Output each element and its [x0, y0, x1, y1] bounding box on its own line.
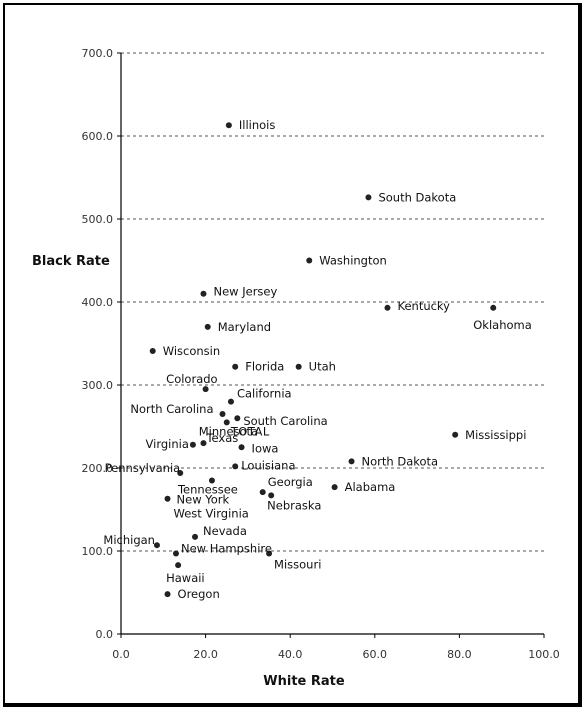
point-label: Michigan [103, 533, 155, 547]
data-point [172, 550, 179, 557]
data-point [177, 469, 184, 476]
point-label: Illinois [239, 118, 275, 132]
point-label: Colorado [166, 372, 217, 386]
point-label: New Jersey [213, 285, 277, 299]
data-point [295, 363, 302, 370]
point-label: Virginia [146, 437, 189, 451]
point-label: Pennsylvania [105, 461, 181, 475]
y-tick-label: 500.0 [82, 213, 114, 226]
point-labels: Illinois South Dakota Washington New Jersey… [103, 118, 531, 601]
point-label: Texas [205, 431, 238, 445]
y-tick-label: 100.0 [82, 545, 114, 558]
point-label: Nevada [203, 524, 247, 538]
data-point [268, 492, 275, 499]
x-tick-label: 40.0 [278, 648, 303, 661]
data-point [225, 122, 232, 129]
data-point [232, 363, 239, 370]
data-point [208, 477, 215, 484]
x-axis-title: White Rate [263, 674, 345, 689]
point-label: Iowa [252, 441, 279, 455]
axes [117, 52, 545, 638]
data-point [204, 323, 211, 330]
data-point [490, 304, 497, 311]
point-label: Maryland [218, 320, 271, 334]
point-label: TOTAL [230, 424, 270, 438]
data-point [192, 533, 199, 540]
point-label: Oklahoma [473, 318, 532, 332]
x-tick-label: 60.0 [363, 648, 388, 661]
point-label: Florida [245, 360, 284, 374]
data-point [234, 415, 241, 422]
y-axis-title: Black Rate [32, 254, 110, 269]
y-tick-label: 600.0 [82, 130, 114, 143]
point-label: Hawaii [166, 571, 205, 585]
data-points [149, 122, 497, 598]
data-point [238, 444, 245, 451]
data-point [153, 542, 160, 549]
point-label: Louisiana [241, 458, 295, 472]
point-label: Kentucky [397, 299, 450, 313]
y-tick-label: 400.0 [82, 296, 114, 309]
data-point [348, 458, 355, 465]
data-point [149, 347, 156, 354]
point-label: Missouri [274, 557, 321, 571]
point-label: South Dakota [378, 190, 456, 204]
data-point [175, 562, 182, 569]
data-point [232, 463, 239, 470]
point-label: Minnesota [199, 424, 258, 438]
x-tick-label: 80.0 [447, 648, 472, 661]
point-label: New York [177, 493, 230, 507]
data-point [384, 304, 391, 311]
y-tick-label: 700.0 [82, 47, 114, 60]
gridlines [121, 52, 544, 552]
y-tick-labels: 0.0 100.0 200.0 300.0 400.0 500.0 600.0 700.0 [82, 47, 114, 641]
data-point [164, 495, 171, 502]
point-label: Washington [319, 254, 387, 268]
point-label: Nebraska [267, 498, 321, 512]
x-tick-label: 20.0 [193, 648, 218, 661]
point-label: North Carolina [130, 402, 213, 416]
point-label: Oregon [178, 587, 220, 601]
data-point [200, 440, 207, 447]
y-tick-label: 0.0 [96, 628, 114, 641]
y-tick-label: 300.0 [82, 379, 114, 392]
chart-frame [3, 3, 582, 707]
data-point [259, 489, 266, 496]
point-label: Alabama [345, 480, 396, 494]
x-tick-label: 0.0 [112, 648, 130, 661]
data-point [306, 257, 313, 264]
point-label: Mississippi [465, 428, 526, 442]
data-point [227, 398, 234, 405]
data-point [219, 411, 226, 418]
data-point [331, 484, 338, 491]
data-point [202, 386, 209, 393]
data-point [223, 419, 230, 426]
point-label: South Carolina [243, 414, 327, 428]
point-label: West Virginia [174, 507, 249, 521]
data-point [189, 441, 196, 448]
point-label: North Dakota [362, 454, 439, 468]
point-label: New Hampshire [181, 541, 272, 555]
x-tick-labels: 0.0 20.0 40.0 60.0 80.0 100.0 [112, 648, 560, 661]
point-label: Wisconsin [163, 344, 220, 358]
point-label: Georgia [268, 475, 313, 489]
data-point [266, 550, 273, 557]
x-tick-label: 100.0 [528, 648, 560, 661]
y-tick-label: 200.0 [82, 462, 114, 475]
point-label: Utah [309, 360, 336, 374]
data-point [452, 431, 459, 438]
data-point [200, 290, 207, 297]
point-label: California [237, 387, 292, 401]
point-label: Tennessee [177, 482, 238, 496]
data-point [164, 591, 171, 598]
data-point [365, 194, 372, 201]
